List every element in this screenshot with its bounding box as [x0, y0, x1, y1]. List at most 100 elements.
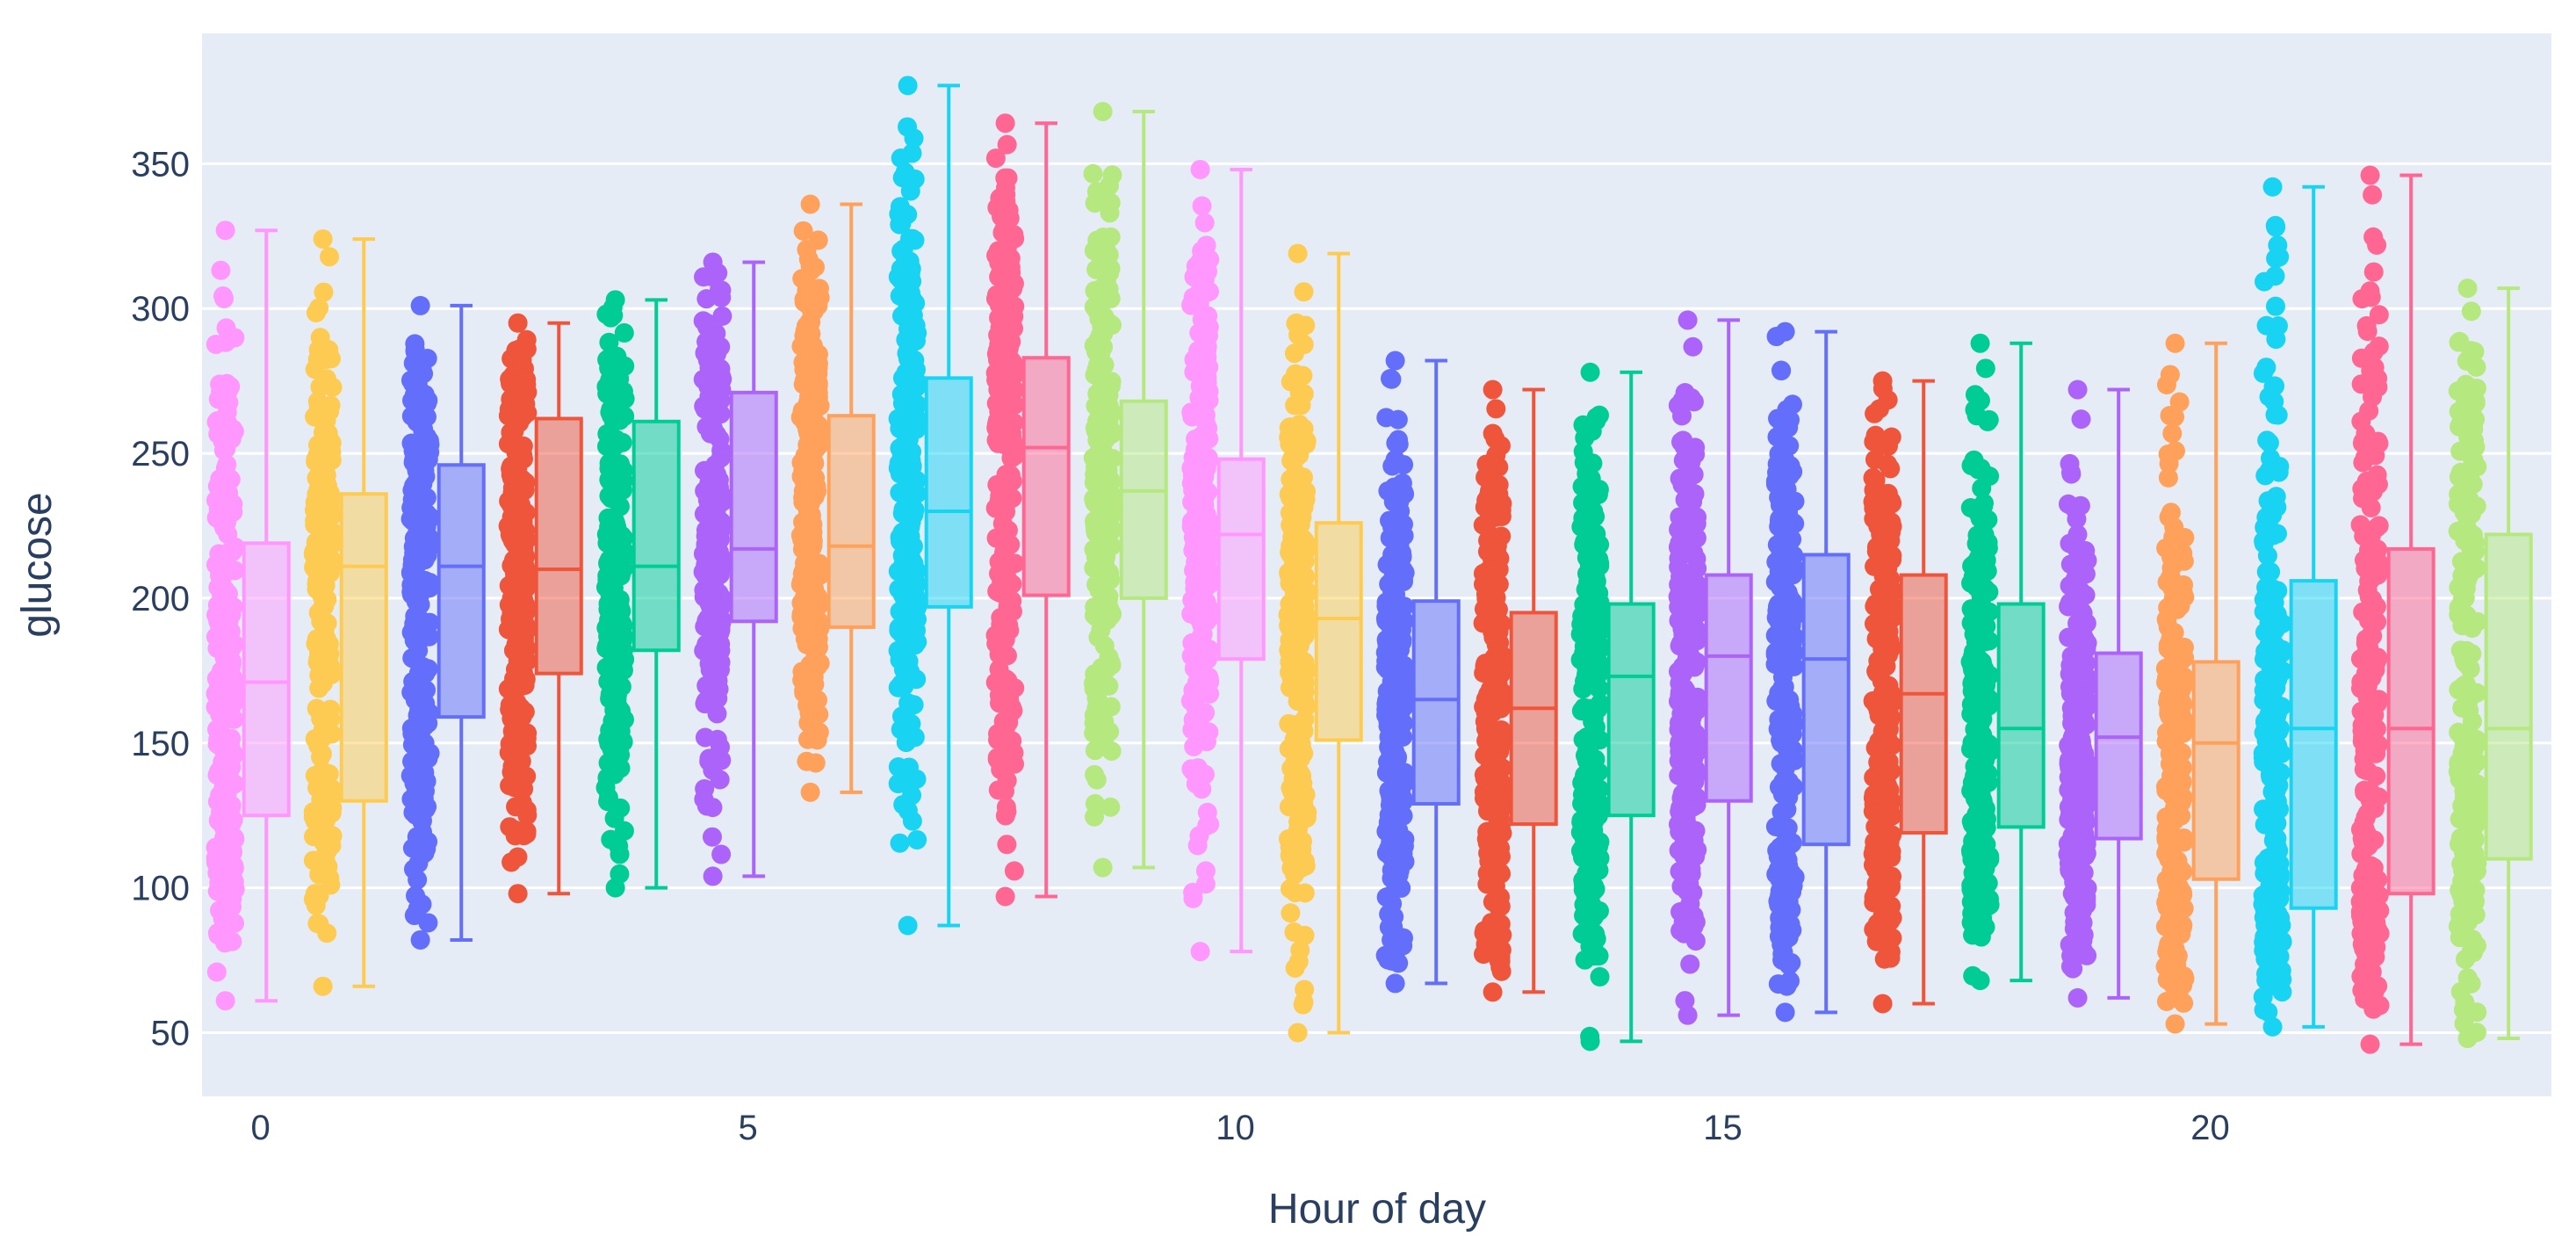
data-point: [890, 833, 910, 853]
data-point: [893, 623, 913, 643]
box-hour-5: [729, 390, 778, 624]
data-point: [1281, 758, 1302, 778]
data-point: [1881, 512, 1901, 532]
data-point: [901, 556, 921, 576]
data-point: [1584, 702, 1605, 722]
data-point: [606, 550, 626, 570]
data-point: [1190, 468, 1210, 488]
data-point: [1877, 948, 1897, 968]
box-hour-6: [826, 414, 876, 629]
data-point: [1579, 554, 1599, 575]
data-point: [795, 614, 815, 634]
data-point: [1195, 874, 1216, 894]
data-point-max: [898, 76, 918, 96]
data-point: [1490, 436, 1511, 456]
data-point: [1476, 517, 1497, 537]
data-point: [508, 523, 528, 543]
data-point: [1191, 654, 1211, 675]
data-point: [990, 342, 1010, 362]
data-point-min: [1970, 971, 1990, 991]
data-point: [1099, 587, 1119, 607]
data-point: [1289, 415, 1310, 435]
data-point: [221, 797, 242, 817]
data-point: [1774, 644, 1794, 664]
data-point: [1191, 278, 1211, 298]
box-hour-17: [1899, 573, 1948, 835]
data-point: [1279, 739, 1299, 759]
data-point: [209, 674, 229, 694]
data-point: [698, 347, 718, 367]
data-point: [1385, 450, 1405, 470]
data-point: [2068, 716, 2089, 736]
data-point: [407, 686, 427, 706]
data-point: [314, 282, 334, 302]
box-group-hour-0: [206, 221, 291, 1011]
data-point: [710, 525, 730, 546]
points-hour-4: [595, 290, 635, 898]
data-point: [993, 543, 1014, 563]
data-point: [505, 408, 525, 429]
data-point: [1295, 566, 1315, 586]
data-point: [2071, 409, 2091, 430]
data-point: [890, 464, 910, 484]
data-point-min: [1775, 1002, 1795, 1023]
data-point: [1281, 626, 1302, 647]
data-point: [1966, 560, 1986, 581]
data-point: [1674, 678, 1694, 698]
data-point-max: [410, 295, 430, 315]
data-point: [1492, 758, 1512, 778]
data-point: [992, 569, 1012, 589]
data-point: [1965, 400, 1985, 420]
data-point: [1085, 193, 1105, 213]
data-point-min: [1190, 942, 1210, 962]
data-point-max: [1775, 322, 1795, 342]
data-point: [1288, 812, 1309, 832]
data-point: [2070, 495, 2090, 516]
data-point: [1773, 466, 1793, 486]
data-point: [1589, 678, 1609, 698]
data-point: [313, 727, 333, 748]
data-point: [790, 408, 811, 428]
data-point-min: [1678, 1005, 1698, 1025]
data-point: [516, 502, 536, 523]
data-point: [599, 610, 619, 630]
data-point-max: [215, 221, 235, 241]
data-point: [1296, 606, 1317, 626]
data-point-max: [703, 252, 723, 272]
data-point-min: [1385, 973, 1405, 994]
data-point: [1385, 631, 1405, 651]
data-point: [413, 625, 433, 645]
data-point: [506, 340, 526, 360]
data-point-min: [605, 878, 625, 898]
data-point: [1576, 449, 1596, 469]
data-point: [503, 726, 523, 746]
data-point: [1199, 640, 1219, 660]
data-point: [1480, 601, 1500, 621]
data-point: [2060, 735, 2081, 756]
data-point: [995, 168, 1015, 188]
data-point: [225, 829, 245, 850]
data-point: [712, 306, 732, 326]
data-point: [1284, 343, 1304, 364]
data-point: [314, 343, 334, 364]
data-point: [802, 594, 822, 614]
data-point: [1386, 433, 1406, 453]
data-point: [800, 654, 820, 675]
data-point: [221, 757, 242, 777]
data-point: [1389, 864, 1409, 885]
data-point: [1291, 395, 1311, 416]
data-point: [305, 359, 325, 380]
data-point: [991, 608, 1011, 628]
data-point: [610, 798, 631, 818]
data-point: [1878, 896, 1898, 916]
data-point: [615, 406, 635, 426]
data-point: [1864, 846, 1884, 866]
data-point: [611, 701, 631, 721]
box-group-hour-5: [693, 252, 778, 886]
data-point: [1575, 599, 1595, 619]
data-point: [797, 282, 817, 302]
data-point: [707, 481, 727, 502]
data-point: [1292, 797, 1312, 817]
data-point-max: [1678, 310, 1698, 330]
data-point: [1869, 554, 1889, 575]
